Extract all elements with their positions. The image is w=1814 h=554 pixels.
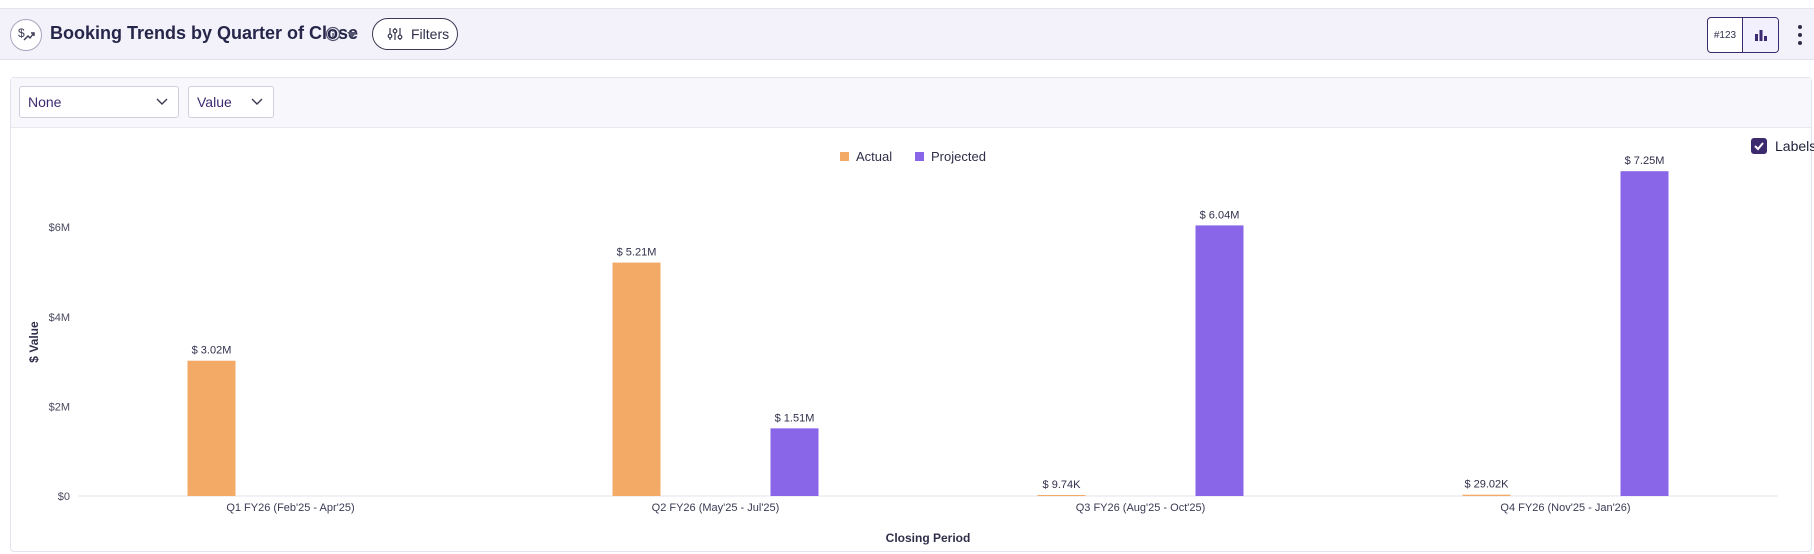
group-by-value: None: [28, 94, 62, 110]
booking-trend-icon: $: [10, 19, 42, 51]
svg-text:$: $: [18, 26, 25, 40]
measure-value: Value: [197, 94, 232, 110]
chart-view-button[interactable]: [1743, 18, 1778, 52]
filters-label: Filters: [411, 26, 450, 42]
number-view-button[interactable]: #123: [1708, 18, 1744, 52]
caret-down-icon[interactable]: [346, 31, 358, 39]
view-toggle: #123: [1707, 17, 1779, 53]
check-icon: [1754, 142, 1764, 151]
bar-chart-icon: [1754, 30, 1767, 41]
labels-toggle[interactable]: Labels: [1751, 138, 1814, 154]
info-icon[interactable]: [325, 26, 341, 42]
page-title: Booking Trends by Quarter of Close: [50, 23, 359, 43]
measure-select[interactable]: Value: [188, 86, 274, 118]
more-options-icon[interactable]: [1794, 21, 1806, 49]
chart-panel: None Value Labels: [10, 77, 1814, 552]
labels-toggle-label: Labels: [1775, 138, 1814, 154]
sliders-icon: [387, 28, 403, 40]
labels-checkbox[interactable]: [1751, 138, 1767, 154]
chevron-down-icon: [156, 98, 168, 105]
chevron-down-icon: [251, 98, 263, 105]
group-by-select[interactable]: None: [19, 86, 179, 118]
widget-header: $ Booking Trends by Quarter of Close Fil…: [0, 8, 1814, 60]
filters-button[interactable]: Filters: [372, 18, 458, 50]
chart-controls: None Value: [11, 78, 1811, 128]
